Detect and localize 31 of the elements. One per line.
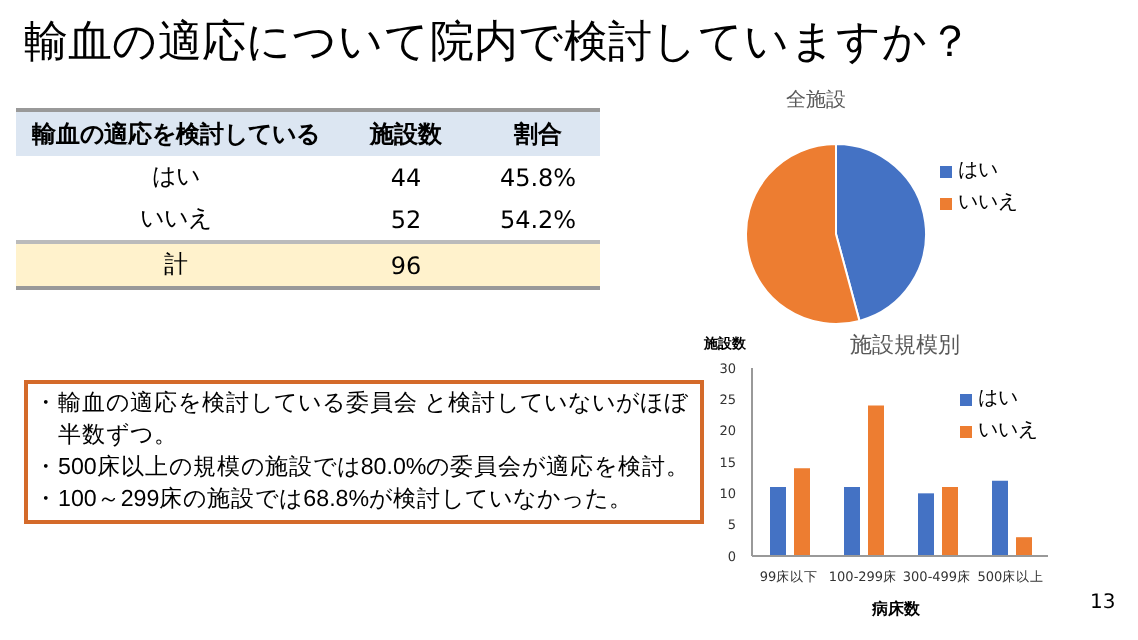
- category-label: はい: [152, 162, 200, 190]
- chart-subtitle: 全施設: [786, 87, 846, 114]
- category-label: いいえ: [140, 204, 212, 232]
- data-label: 45.8%: [497, 163, 579, 191]
- bar: [794, 468, 810, 556]
- x-axis-title: 病床数: [872, 598, 920, 620]
- text: 13: [1090, 592, 1116, 614]
- bar: [992, 480, 1008, 556]
- bar: [1016, 537, 1032, 556]
- chart-title: 施設規模別: [850, 330, 960, 360]
- bar: [868, 405, 884, 556]
- legend-label: はい: [978, 386, 1018, 414]
- text: ・100～299床の施設では68.8%が検討していなかった。: [34, 484, 636, 516]
- legend-label: はい: [958, 158, 998, 186]
- text: ・輸血の適応を検討している委員会 と検討していないがほぼ半数ずつ。: [34, 388, 691, 452]
- text: ・500床以上の規模の施設では80.0%の委員会が適応を検討。: [34, 452, 693, 484]
- bar: [918, 493, 934, 556]
- text: 輸血の適応を検討している: [30, 117, 322, 151]
- text: 96: [388, 251, 424, 279]
- legend-label: いいえ: [978, 418, 1038, 446]
- text: 割合: [512, 117, 564, 151]
- text: 44: [388, 163, 424, 191]
- text: 計: [162, 248, 190, 282]
- data-label: 54.2%: [497, 205, 579, 233]
- bar: [844, 487, 860, 556]
- bar: [770, 487, 786, 556]
- text: 52: [388, 205, 424, 233]
- bar: [942, 487, 958, 556]
- legend-label: いいえ: [958, 190, 1018, 218]
- text: 施設数: [367, 117, 444, 151]
- chart-title: 輸血の適応について院内で検討していますか？: [24, 16, 972, 72]
